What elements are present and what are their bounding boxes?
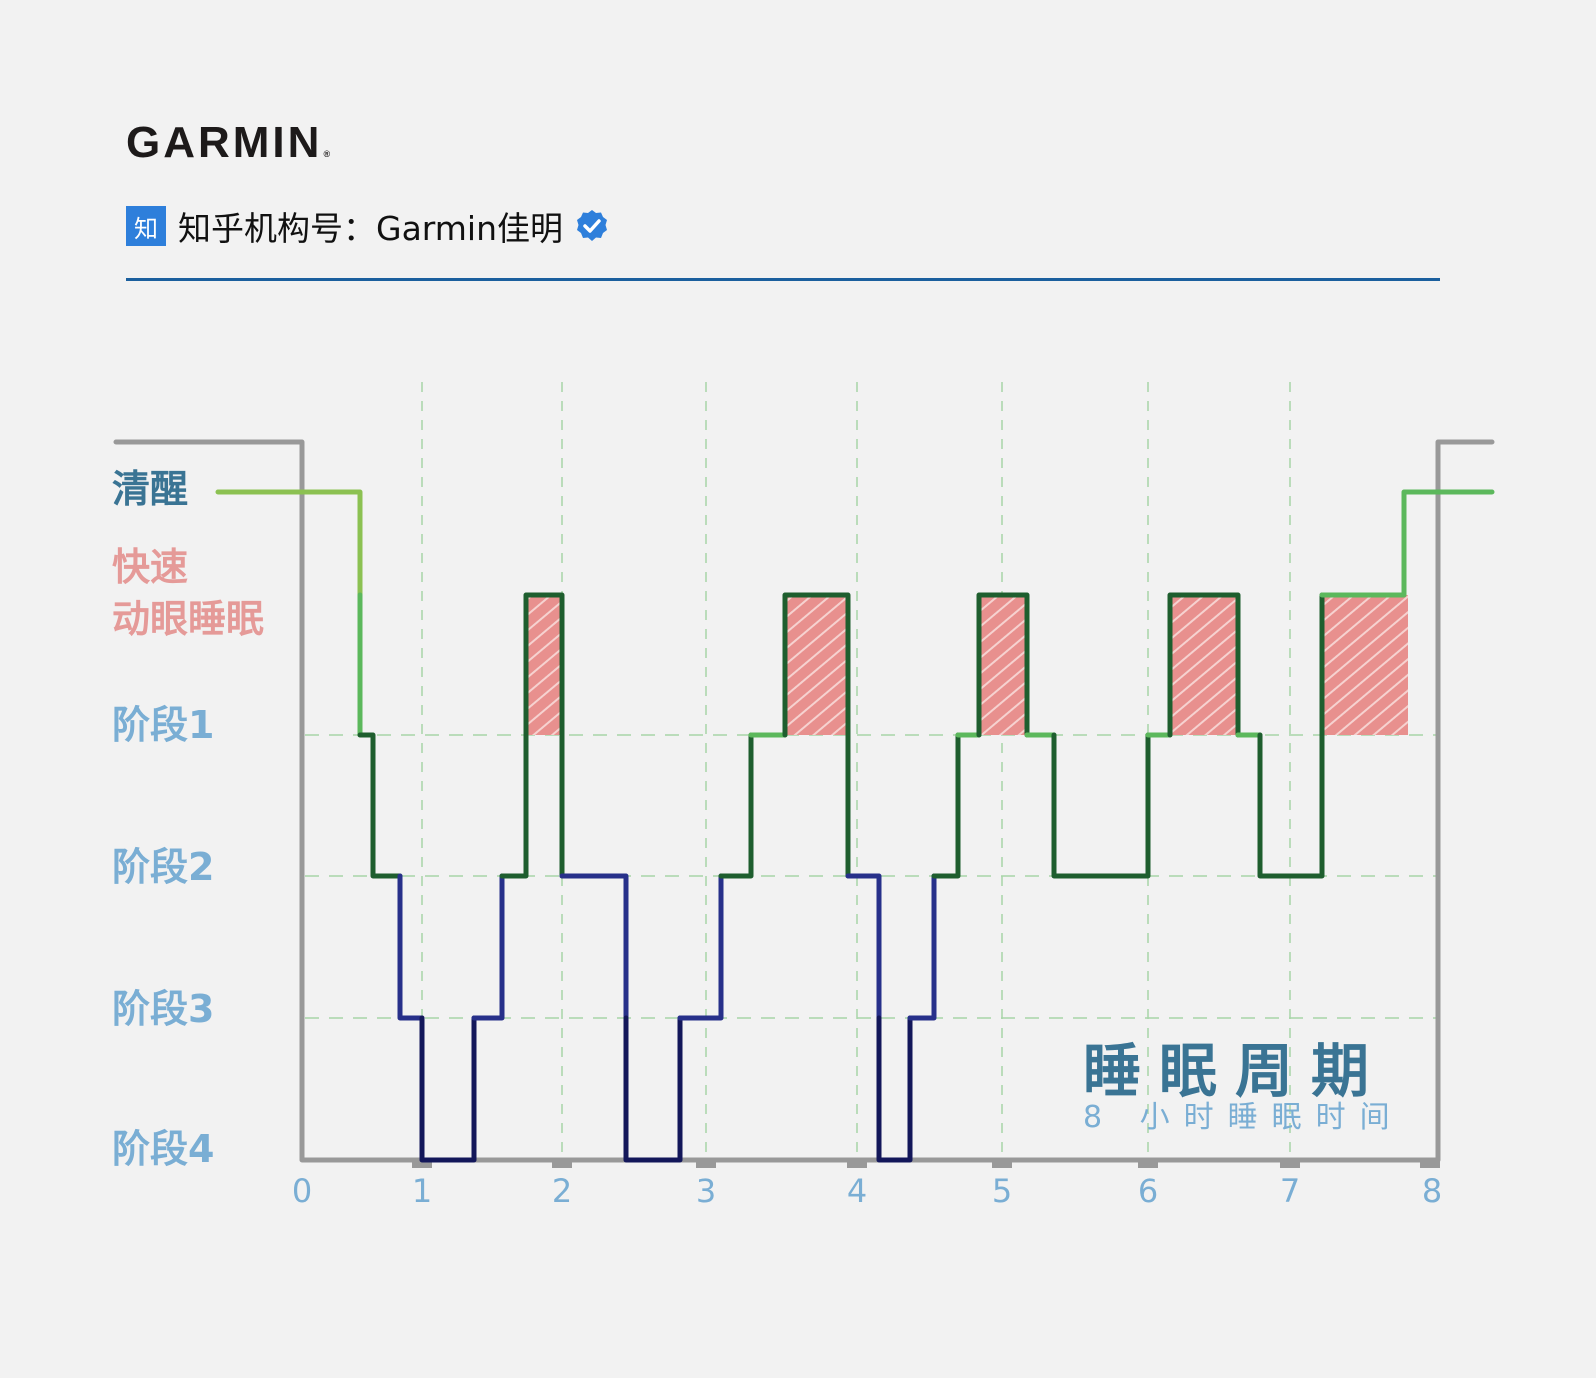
account-row: 知 知乎机构号：Garmin佳明 [126,206,609,248]
ylabel-rem-line2: 动眼睡眠 [112,597,265,641]
rem-blocks [526,595,1408,735]
x-tick-marks [412,1160,1440,1168]
ylabel-awake: 清醒 [112,467,189,511]
axes [113,439,1495,1163]
xtick-7: 7 [1279,1172,1301,1210]
ylabel-stage4: 阶段4 [112,1127,215,1171]
xtick-8: 8 [1421,1172,1443,1210]
chart-title: 睡眠周期 [1083,1037,1388,1105]
xtick-5: 5 [991,1172,1013,1210]
ylabel-rem-line1: 快速 [112,545,189,589]
ylabel-stage2: 阶段2 [112,845,215,889]
chart-subtitle: 8 小时睡眠时间 [1083,1100,1404,1135]
xtick-3: 3 [695,1172,717,1210]
ylabel-stage1: 阶段1 [112,703,215,747]
registered-mark: ® [323,149,331,159]
xtick-4: 4 [846,1172,868,1210]
verified-check-icon [577,210,608,241]
xtick-2: 2 [551,1172,573,1210]
header-divider [126,278,1440,281]
ylabel-stage3: 阶段3 [112,987,215,1031]
xtick-6: 6 [1137,1172,1159,1210]
garmin-logo: GARMIN® [126,118,330,168]
xtick-1: 1 [411,1172,433,1210]
xtick-0: 0 [291,1172,313,1210]
account-label: 知乎机构号：Garmin佳明 [178,209,564,248]
awake-line-start [215,489,363,598]
zhihu-icon: 知 [126,206,166,246]
logo-text: GARMIN [126,118,323,167]
